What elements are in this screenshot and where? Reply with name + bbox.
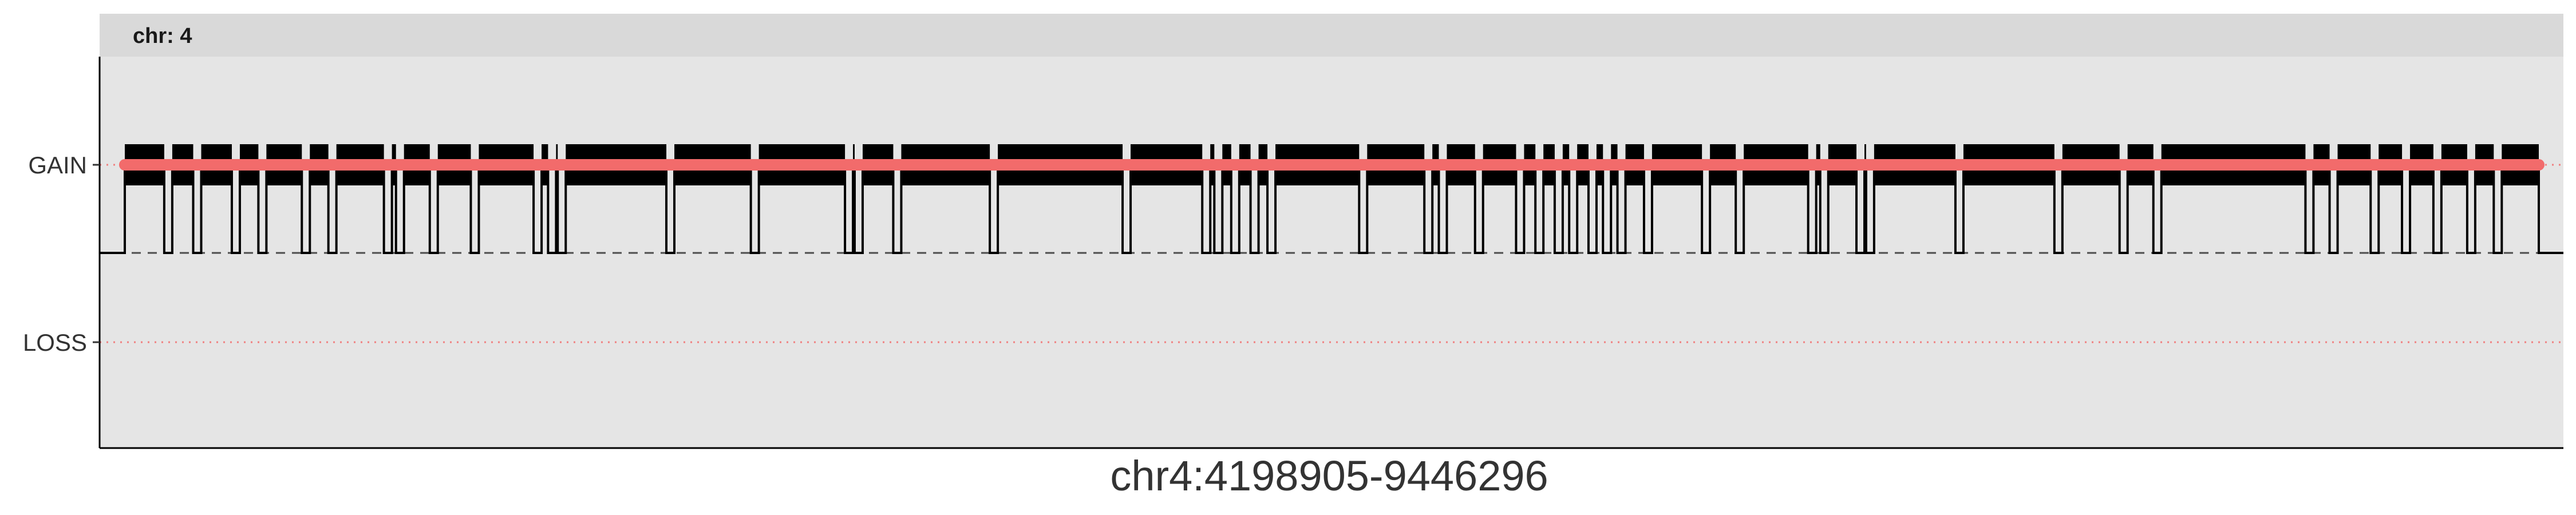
y-tick-label-0: GAIN <box>28 152 87 179</box>
facet-strip-label: chr: 4 <box>133 24 192 48</box>
x-axis-title: chr4:4198905-9446296 <box>1110 452 1548 500</box>
facet-strip <box>100 14 2563 57</box>
y-axis-ticks: GAIN LOSS <box>23 152 100 356</box>
y-tick-label-1: LOSS <box>23 329 87 356</box>
